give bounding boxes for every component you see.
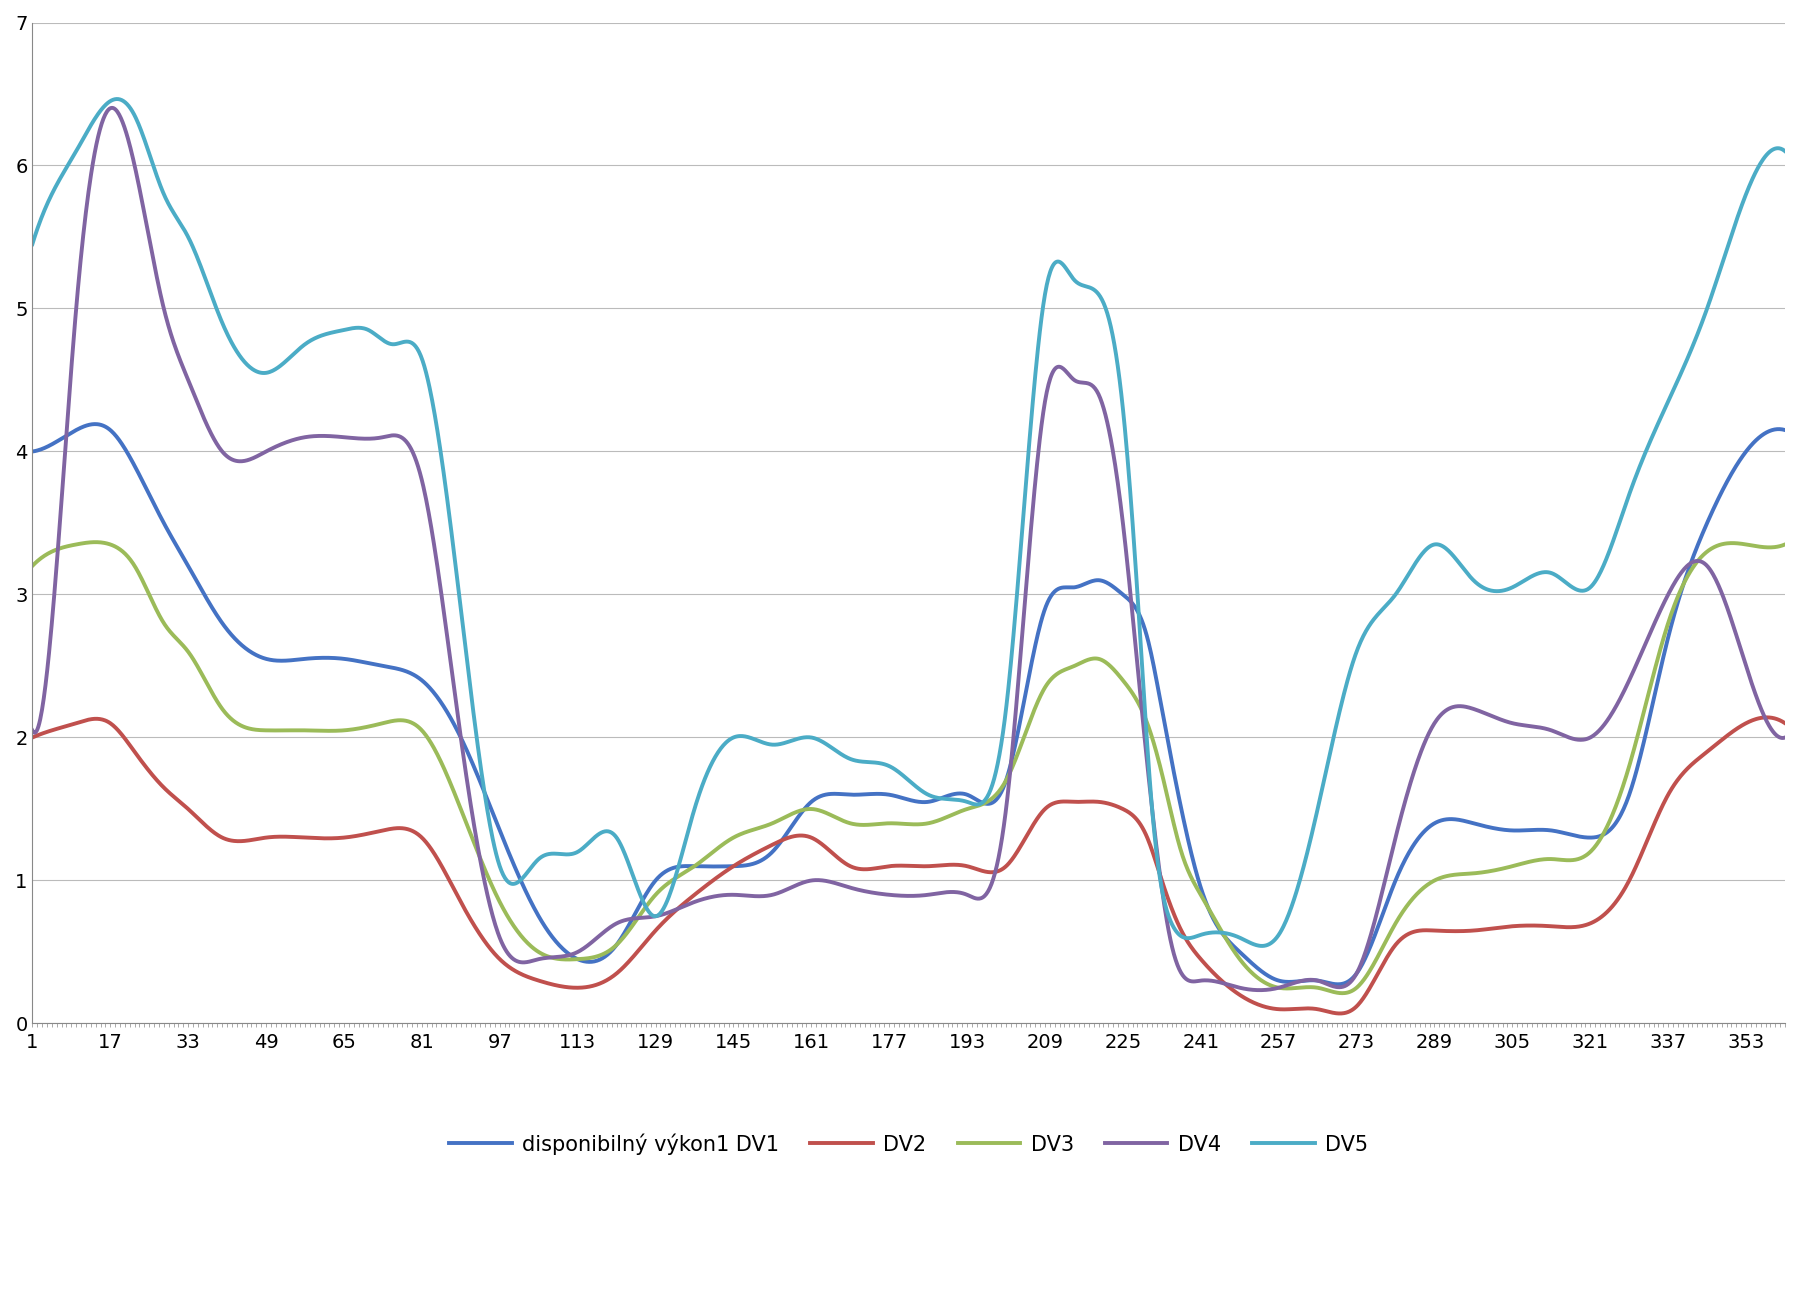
DV4 (1249, 982, 1271, 998)
DV5 (1724, 215, 1746, 230)
disponibilný výkon1 DV1 (112, 437, 133, 453)
DV2 (1724, 722, 1746, 738)
DV2 (828, 850, 850, 866)
DV5 (1251, 938, 1273, 954)
DV2 (873, 859, 895, 875)
disponibilný výkon1 DV1 (1724, 459, 1746, 475)
DV5 (1404, 558, 1426, 573)
Line: disponibilný výkon1 DV1: disponibilný výkon1 DV1 (32, 424, 1786, 985)
disponibilný výkon1 DV1 (1327, 977, 1348, 992)
DV2 (1723, 723, 1744, 739)
DV4 (875, 886, 896, 902)
DV4 (1724, 624, 1746, 639)
Line: DV3: DV3 (32, 542, 1786, 994)
DV2 (1328, 1005, 1350, 1021)
disponibilný výkon1 DV1 (828, 787, 850, 802)
DV2 (1402, 924, 1424, 939)
disponibilný výkon1 DV1 (85, 417, 106, 432)
DV5 (1775, 144, 1796, 159)
Legend: disponibilný výkon1 DV1, DV2, DV3, DV4, DV5: disponibilný výkon1 DV1, DV2, DV3, DV4, … (441, 1124, 1377, 1163)
DV3 (828, 811, 850, 827)
DV5 (1724, 217, 1746, 233)
DV3 (1404, 889, 1426, 905)
DV4 (22, 722, 43, 738)
DV2 (22, 730, 43, 745)
DV4 (828, 876, 850, 892)
DV3 (22, 558, 43, 573)
DV3 (85, 534, 106, 550)
DV2 (1755, 709, 1777, 725)
DV4 (1404, 763, 1426, 779)
DV3 (1724, 536, 1746, 551)
DV4 (1775, 730, 1796, 745)
disponibilný výkon1 DV1 (1404, 836, 1426, 851)
DV4 (1724, 626, 1746, 642)
DV5 (22, 237, 43, 252)
DV5 (106, 92, 128, 107)
Line: DV4: DV4 (32, 107, 1786, 990)
disponibilný výkon1 DV1 (1775, 422, 1796, 437)
DV5 (875, 757, 896, 773)
Line: DV2: DV2 (32, 717, 1786, 1013)
DV4 (101, 100, 122, 115)
DV4 (112, 115, 133, 131)
DV2 (1775, 716, 1796, 731)
DV3 (1332, 986, 1354, 1002)
DV2 (112, 727, 133, 743)
DV3 (875, 815, 896, 831)
DV3 (112, 543, 133, 559)
disponibilný výkon1 DV1 (1724, 458, 1746, 474)
DV3 (1724, 536, 1746, 551)
disponibilný výkon1 DV1 (875, 787, 896, 802)
DV5 (828, 745, 850, 761)
disponibilný výkon1 DV1 (22, 444, 43, 459)
Line: DV5: DV5 (32, 100, 1786, 946)
DV5 (112, 93, 133, 109)
DV3 (1775, 537, 1796, 553)
